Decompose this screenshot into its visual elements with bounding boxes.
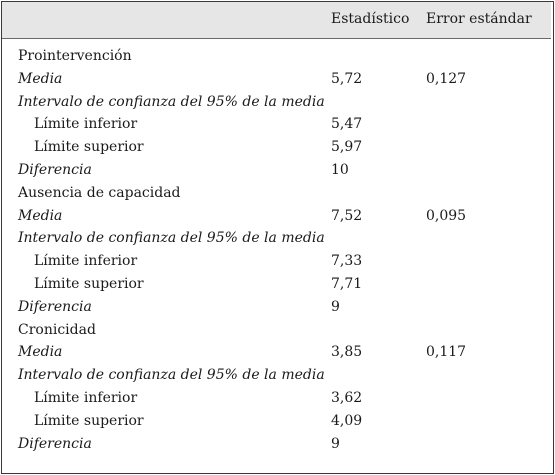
std-error-value: 0,117: [426, 344, 467, 361]
statistic-value: 7,33: [331, 253, 363, 270]
table-row: Prointervención: [0, 45, 555, 67]
section-label: Prointervención: [18, 48, 132, 64]
header-divider: [2, 38, 551, 39]
table-row: Límite inferior 5,47: [0, 113, 555, 135]
table-row: Media 7,52 0,095: [0, 205, 555, 227]
row-label: Límite inferior: [34, 253, 138, 270]
table-row: Diferencia 9: [0, 433, 555, 455]
statistic-value: 7,52: [331, 207, 363, 224]
table-row: Límite inferior 3,62: [0, 387, 555, 409]
statistic-value: 5,72: [331, 70, 363, 87]
statistic-value: 3,85: [331, 344, 363, 361]
table-row: Media 5,72 0,127: [0, 68, 555, 90]
statistic-value: 10: [331, 162, 349, 178]
row-label: Límite inferior: [34, 390, 138, 406]
std-error-value: 0,095: [426, 207, 467, 224]
statistic-value: 5,97: [331, 139, 363, 156]
statistic-value: 3,62: [331, 390, 363, 406]
row-label: Intervalo de confianza del 95% de la med…: [18, 93, 325, 110]
row-label: Media: [18, 70, 63, 87]
row-label: Límite superior: [34, 139, 144, 156]
row-label: Límite superior: [34, 276, 144, 292]
table-row: Límite superior 4,09: [0, 410, 555, 432]
std-error-value: 0,127: [426, 70, 467, 87]
row-label: Límite inferior: [34, 116, 138, 133]
section-label: Cronicidad: [18, 321, 96, 338]
table-row: Diferencia 9: [0, 296, 555, 318]
table-row: Media 3,85 0,117: [0, 341, 555, 363]
table-row: Diferencia 10: [0, 159, 555, 181]
table-row: Ausencia de capacidad: [0, 182, 555, 204]
statistic-value: 9: [331, 435, 340, 452]
row-label: Intervalo de confianza del 95% de la med…: [18, 367, 325, 384]
column-header-std-error: Error estándar: [426, 11, 532, 27]
row-label: Límite superior: [34, 412, 144, 429]
statistic-value: 9: [331, 298, 340, 315]
column-header-statistic: Estadístico: [331, 11, 410, 27]
statistic-value: 7,71: [331, 276, 363, 292]
table-row: Límite superior 7,71: [0, 273, 555, 295]
row-label: Intervalo de confianza del 95% de la med…: [18, 230, 325, 247]
table-row: Límite superior 5,97: [0, 136, 555, 158]
row-label: Media: [18, 344, 63, 361]
table-row: Intervalo de confianza del 95% de la med…: [0, 91, 555, 113]
row-label: Media: [18, 207, 63, 224]
statistic-value: 4,09: [331, 412, 363, 429]
row-label: Diferencia: [18, 435, 92, 452]
table-row: Límite inferior 7,33: [0, 250, 555, 272]
table-row: Intervalo de confianza del 95% de la med…: [0, 364, 555, 386]
row-label: Diferencia: [18, 162, 92, 178]
table-header: [2, 2, 551, 38]
table-row: Cronicidad: [0, 319, 555, 341]
statistic-value: 5,47: [331, 116, 363, 133]
row-label: Diferencia: [18, 298, 92, 315]
table-row: Intervalo de confianza del 95% de la med…: [0, 227, 555, 249]
section-label: Ausencia de capacidad: [18, 184, 181, 201]
